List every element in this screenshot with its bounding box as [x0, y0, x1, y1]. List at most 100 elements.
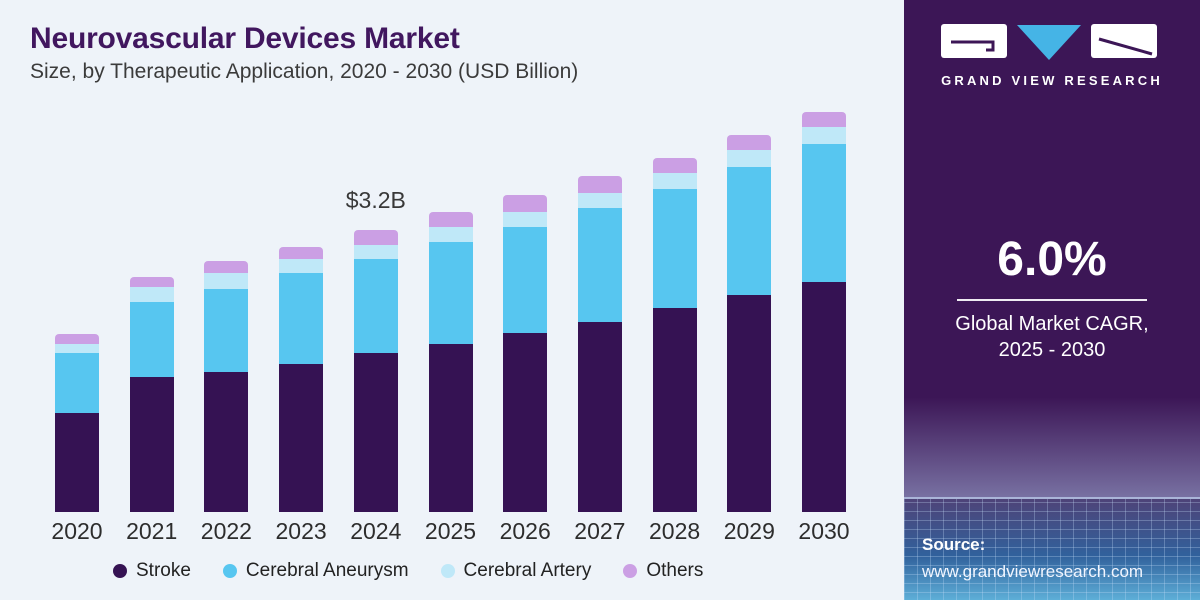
segment-others [353, 230, 398, 246]
segment-others [279, 246, 324, 260]
segment-stroke [577, 321, 622, 512]
segment-cerebral-aneurysm [428, 241, 473, 344]
x-tick-2025: 2025 [424, 518, 477, 544]
chart-subtitle: Size, by Therapeutic Application, 2020 -… [30, 60, 579, 83]
stacked-bar-chart: 2020 2021 2022 2023 2024 $3.2B 2025 2026 2027 202… [51, 111, 850, 544]
x-tick-2021: 2021 [126, 518, 178, 544]
legend-item-stroke: Stroke [113, 560, 191, 582]
segment-cerebral-artery [503, 212, 548, 228]
segment-cerebral-artery [353, 245, 398, 260]
segment-cerebral-artery [652, 172, 697, 189]
cagr-label: Global Market CAGR, 2025 - 2030 [904, 311, 1200, 363]
legend-dot-icon [113, 564, 127, 578]
stat-divider [957, 299, 1147, 301]
x-tick-2029: 2029 [723, 518, 775, 544]
bar-2030 [802, 111, 846, 512]
source-url[interactable]: www.grandviewresearch.com [922, 562, 1144, 581]
bar-2029 [727, 134, 772, 512]
segment-stroke [802, 282, 846, 512]
segment-others [428, 211, 473, 227]
x-tick-2028: 2028 [649, 518, 701, 544]
segment-cerebral-artery [577, 192, 622, 208]
brand-name: GRAND VIEW RESEARCH [941, 73, 1163, 88]
bar-2022 [204, 260, 249, 512]
segment-others [727, 134, 772, 150]
cagr-label-line1: Global Market CAGR, [955, 313, 1149, 335]
legend-item-others: Others [623, 560, 703, 582]
segment-cerebral-aneurysm [652, 188, 697, 309]
segment-cerebral-aneurysm [353, 259, 398, 354]
segment-cerebral-aneurysm [727, 167, 772, 296]
segment-stroke [503, 333, 548, 512]
logo-r-glyph [1098, 37, 1153, 56]
segment-stroke [727, 295, 772, 512]
segment-others [503, 194, 548, 213]
segment-others [129, 276, 174, 288]
segment-stroke [279, 364, 324, 512]
cagr-label-line2: 2025 - 2030 [998, 339, 1106, 361]
source-block: Source: www.grandviewresearch.com [922, 535, 1143, 582]
legend-dot-icon [440, 564, 455, 578]
legend-dot-icon [222, 564, 237, 578]
segment-stroke [55, 413, 99, 512]
x-tick-2026: 2026 [499, 518, 551, 544]
logo-triangle-icon [1017, 25, 1081, 60]
chart-panel: Neurovascular Devices Market Size, by Th… [30, 22, 850, 582]
segment-cerebral-aneurysm [279, 273, 324, 364]
segment-cerebral-artery [204, 273, 249, 290]
legend-label: Stroke [136, 560, 191, 581]
x-tick-2022: 2022 [200, 518, 252, 544]
legend: Stroke Cerebral Aneurysm Cerebral Artery Ot… [113, 560, 703, 582]
segment-cerebral-aneurysm [577, 207, 622, 322]
horizon-glow [904, 397, 1200, 497]
segment-others [577, 176, 622, 193]
segment-cerebral-artery [129, 287, 174, 303]
gvr-logo: GRAND VIEW RESEARCH [904, 20, 1200, 88]
segment-cerebral-aneurysm [204, 289, 249, 372]
segment-cerebral-aneurysm [55, 353, 99, 414]
segment-cerebral-artery [55, 343, 99, 354]
segment-cerebral-aneurysm [503, 227, 548, 334]
mesh-graphic [904, 497, 1200, 600]
bar-2025 [428, 211, 473, 512]
bar-2021 [129, 276, 174, 512]
bar-2027 [577, 176, 622, 512]
segment-cerebral-artery [428, 226, 473, 242]
legend-dot-icon [623, 564, 638, 578]
legend-item-cerebral-aneurysm: Cerebral Aneurysm [222, 560, 409, 582]
segment-others [55, 334, 99, 344]
bar-2023 [279, 246, 324, 512]
legend-label: Others [646, 560, 704, 581]
legend-label: Cerebral Aneurysm [245, 560, 409, 581]
segment-cerebral-artery [279, 259, 324, 274]
segment-others [204, 260, 249, 274]
x-tick-2027: 2027 [574, 518, 626, 544]
cagr-stat: 6.0% Global Market CAGR, 2025 - 2030 [904, 232, 1200, 363]
x-tick-2024: 2024 [350, 518, 402, 544]
x-tick-2020: 2020 [51, 518, 103, 544]
source-label: Source: [922, 535, 986, 554]
segment-stroke [428, 343, 473, 512]
bar-2024 [353, 230, 398, 512]
segment-stroke [129, 377, 174, 512]
x-tick-2023: 2023 [275, 518, 327, 544]
x-tick-2030: 2030 [798, 518, 850, 544]
segment-others [652, 157, 697, 173]
legend-item-cerebral-artery: Cerebral Artery [440, 560, 591, 582]
bar-2026 [503, 194, 548, 512]
segment-stroke [652, 308, 697, 512]
segment-cerebral-artery [727, 149, 772, 168]
cagr-value: 6.0% [997, 233, 1107, 286]
bar-2020 [55, 334, 99, 512]
segment-others [802, 111, 846, 127]
segment-stroke [204, 371, 249, 512]
bar-2028 [652, 157, 697, 512]
segment-stroke [353, 353, 398, 512]
chart-title: Neurovascular Devices Market [30, 22, 460, 55]
gvr-logo-mark [941, 24, 1157, 60]
logo-g-glyph [951, 40, 995, 52]
bar-annotation: $3.2B [345, 187, 406, 213]
brand-sidebar: GRAND VIEW RESEARCH 6.0% Global Market C… [904, 0, 1200, 600]
segment-cerebral-aneurysm [802, 143, 846, 282]
